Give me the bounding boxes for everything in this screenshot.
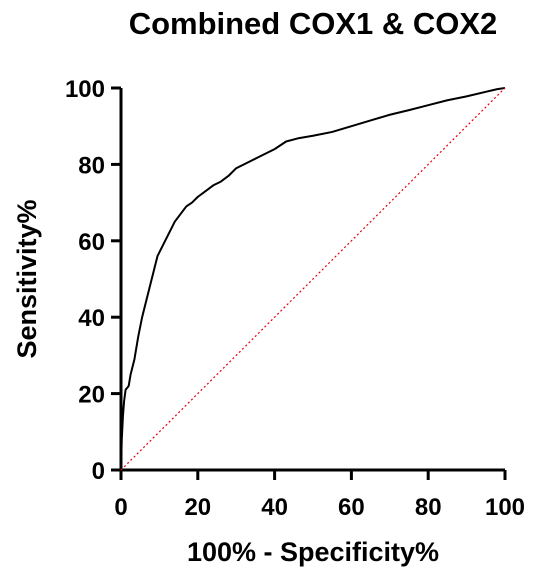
y-tick-label: 100 bbox=[65, 76, 105, 103]
plot-area: 0 20 40 60 80 100 0 20 40 60 80 100 bbox=[65, 76, 525, 521]
x-tick-label: 0 bbox=[114, 494, 127, 521]
x-tick-label: 20 bbox=[184, 494, 211, 521]
y-tick-label: 40 bbox=[78, 305, 105, 332]
series-layer bbox=[120, 87, 506, 471]
y-axis-label: Sensitivity% bbox=[12, 199, 42, 358]
x-tick-label: 60 bbox=[338, 494, 365, 521]
y-tick-label: 20 bbox=[78, 382, 105, 409]
chart-title: Combined COX1 & COX2 bbox=[129, 6, 498, 41]
x-tick-label: 100 bbox=[485, 494, 525, 521]
x-tick-label: 40 bbox=[261, 494, 288, 521]
y-ticks: 0 20 40 60 80 100 bbox=[65, 76, 121, 485]
y-tick-label: 0 bbox=[92, 458, 105, 485]
y-tick-label: 60 bbox=[78, 229, 105, 256]
roc-curve-line bbox=[120, 87, 506, 471]
reference-diagonal-line bbox=[120, 87, 506, 471]
x-ticks: 0 20 40 60 80 100 bbox=[114, 470, 525, 521]
x-axis-label: 100% - Specificity% bbox=[187, 537, 439, 567]
x-tick-label: 80 bbox=[415, 494, 442, 521]
y-tick-label: 80 bbox=[78, 152, 105, 179]
